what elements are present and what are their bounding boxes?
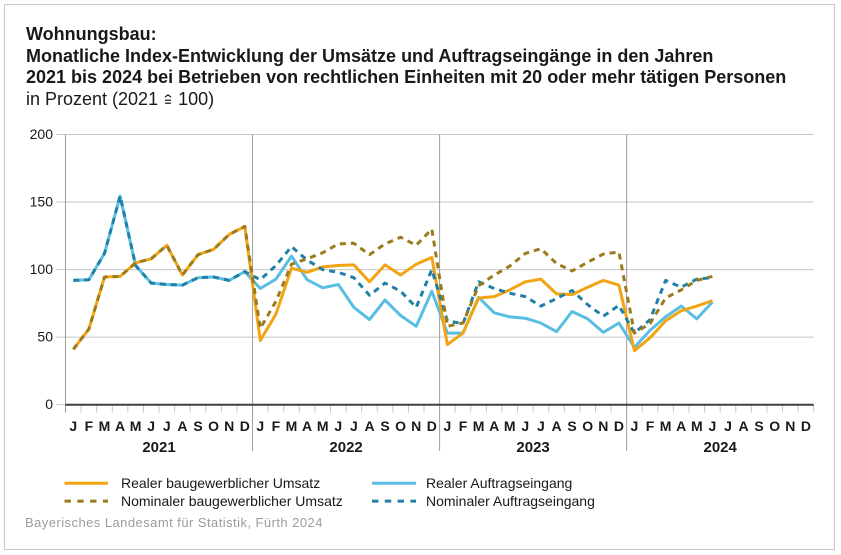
svg-text:200: 200 [30, 126, 54, 142]
svg-text:S: S [193, 418, 202, 434]
svg-text:M: M [660, 418, 672, 434]
svg-text:50: 50 [37, 329, 53, 345]
svg-text:M: M [286, 418, 298, 434]
svg-text:A: A [302, 418, 312, 434]
svg-text:S: S [380, 418, 389, 434]
svg-text:J: J [537, 418, 545, 434]
svg-text:S: S [567, 418, 576, 434]
svg-text:150: 150 [30, 194, 54, 210]
svg-text:J: J [631, 418, 639, 434]
svg-text:N: N [224, 418, 234, 434]
svg-text:O: O [395, 418, 406, 434]
svg-text:Nominaler Auftragseingang: Nominaler Auftragseingang [426, 493, 595, 509]
svg-text:A: A [364, 418, 374, 434]
svg-text:D: D [801, 418, 811, 434]
svg-text:M: M [504, 418, 516, 434]
svg-text:M: M [691, 418, 703, 434]
svg-text:A: A [177, 418, 187, 434]
svg-text:2023: 2023 [516, 439, 549, 456]
svg-text:M: M [473, 418, 485, 434]
svg-text:A: A [489, 418, 499, 434]
svg-text:J: J [709, 418, 717, 434]
svg-text:D: D [614, 418, 624, 434]
svg-text:0: 0 [45, 396, 53, 412]
svg-text:J: J [724, 418, 732, 434]
svg-text:M: M [99, 418, 111, 434]
svg-text:J: J [147, 418, 155, 434]
svg-text:F: F [459, 418, 468, 434]
svg-text:J: J [334, 418, 342, 434]
svg-text:M: M [130, 418, 142, 434]
svg-text:J: J [69, 418, 77, 434]
svg-text:F: F [646, 418, 655, 434]
svg-text:N: N [785, 418, 795, 434]
svg-text:A: A [551, 418, 561, 434]
svg-text:O: O [769, 418, 780, 434]
svg-text:J: J [163, 418, 171, 434]
svg-text:Realer baugewerblicher Umsatz: Realer baugewerblicher Umsatz [121, 475, 320, 491]
svg-text:M: M [317, 418, 329, 434]
svg-text:D: D [240, 418, 250, 434]
svg-text:S: S [754, 418, 763, 434]
svg-text:2021: 2021 [142, 439, 175, 456]
svg-text:J: J [350, 418, 358, 434]
svg-text:F: F [85, 418, 94, 434]
svg-text:O: O [208, 418, 219, 434]
svg-text:2024: 2024 [704, 439, 738, 456]
svg-text:J: J [256, 418, 264, 434]
svg-text:O: O [582, 418, 593, 434]
svg-text:A: A [115, 418, 125, 434]
svg-text:Realer Auftragseingang: Realer Auftragseingang [426, 475, 572, 491]
svg-text:100: 100 [30, 261, 54, 277]
svg-text:D: D [427, 418, 437, 434]
svg-text:2022: 2022 [329, 439, 362, 456]
svg-text:J: J [521, 418, 529, 434]
svg-text:A: A [739, 418, 749, 434]
svg-text:F: F [272, 418, 281, 434]
svg-text:Nominaler baugewerblicher Umsa: Nominaler baugewerblicher Umsatz [121, 493, 343, 509]
svg-text:J: J [444, 418, 452, 434]
svg-text:N: N [411, 418, 421, 434]
svg-text:A: A [676, 418, 686, 434]
svg-text:N: N [598, 418, 608, 434]
